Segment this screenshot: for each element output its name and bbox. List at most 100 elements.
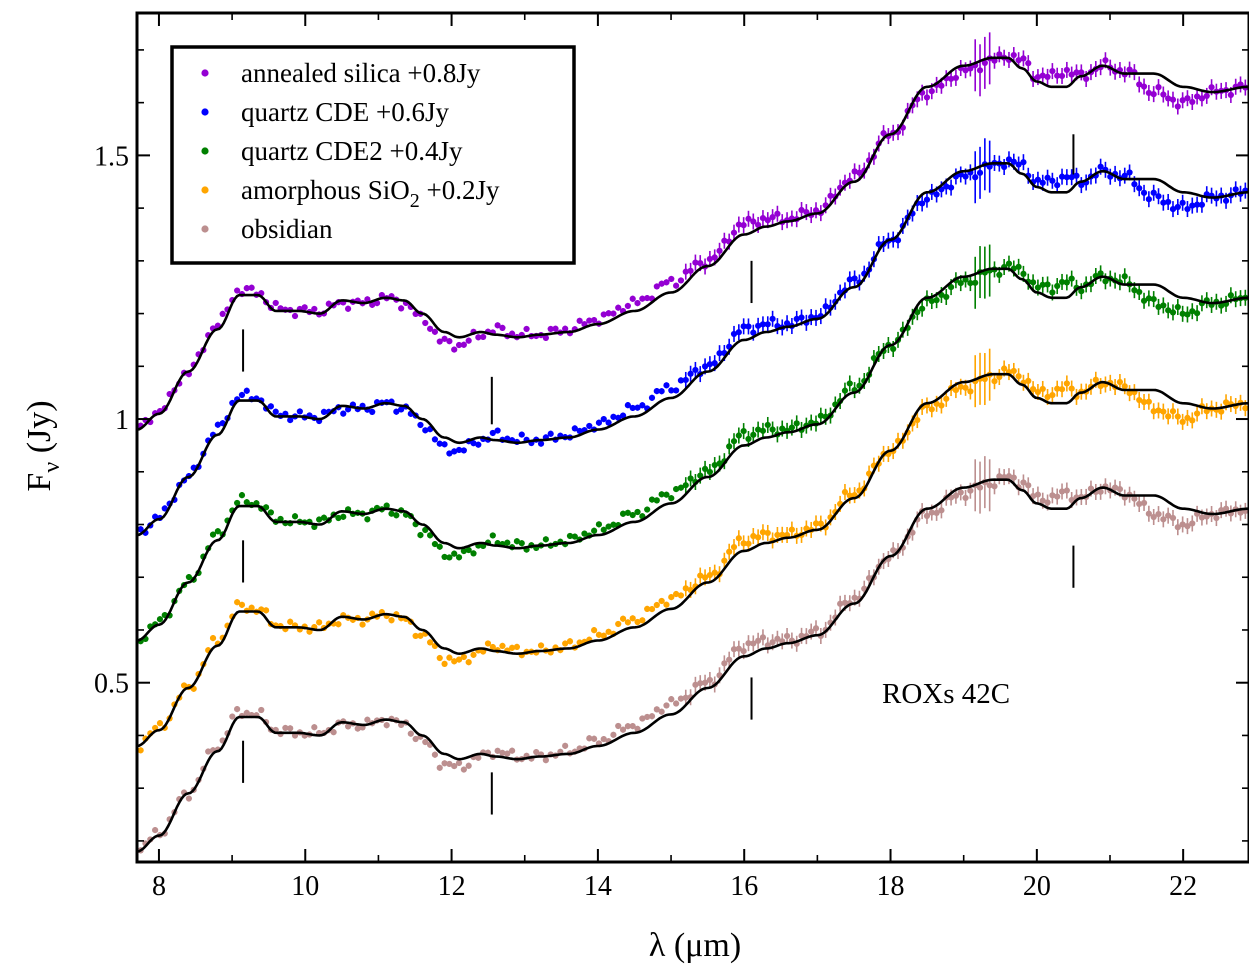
data-point [610, 413, 617, 420]
data-point [962, 384, 969, 391]
data-point [398, 406, 405, 413]
model-fit-curve [137, 267, 1249, 642]
data-point [779, 425, 786, 432]
data-point [571, 425, 578, 432]
data-point [455, 446, 463, 454]
data-point [1044, 281, 1051, 288]
data-point [600, 632, 607, 639]
data-point [156, 720, 164, 727]
data-point [1092, 376, 1099, 383]
data-point [938, 507, 945, 514]
data-point [706, 361, 713, 368]
data-point [209, 531, 217, 538]
data-point [253, 500, 260, 507]
data-point [316, 619, 323, 626]
data-point [952, 386, 960, 394]
data-point [701, 679, 709, 686]
data-point [991, 57, 998, 64]
data-point [735, 329, 742, 336]
data-point [291, 312, 299, 320]
data-point [1111, 484, 1119, 491]
data-point [783, 320, 791, 327]
data-point [928, 88, 935, 95]
data-point [1184, 311, 1191, 318]
data-point [475, 334, 482, 341]
data-point [1020, 159, 1027, 166]
data-point [373, 300, 381, 307]
data-point [1005, 260, 1013, 267]
data-point [793, 420, 800, 427]
data-point [740, 427, 747, 435]
data-point [1116, 486, 1124, 493]
data-point [624, 509, 631, 516]
data-point [837, 600, 844, 607]
data-point [465, 659, 472, 666]
data-point [1068, 385, 1075, 392]
data-point [1160, 516, 1167, 523]
data-point [1136, 81, 1143, 88]
data-point [1097, 382, 1104, 390]
data-point [446, 450, 453, 457]
data-point [967, 388, 974, 395]
data-point [1102, 278, 1109, 285]
data-point [735, 535, 742, 542]
data-point [470, 440, 477, 447]
data-point [431, 540, 439, 548]
data-point [1155, 303, 1162, 311]
data-point [518, 540, 525, 547]
data-point [1049, 289, 1056, 296]
data-point [735, 432, 742, 439]
legend-marker [201, 69, 209, 77]
data-point [933, 400, 940, 407]
data-point [1145, 196, 1152, 203]
data-point [460, 341, 467, 348]
data-point [180, 682, 188, 689]
series-4 [137, 456, 1249, 854]
data-point [605, 310, 612, 317]
data-point [769, 315, 776, 322]
data-point [1136, 500, 1143, 508]
data-point [972, 279, 979, 286]
data-point [248, 604, 255, 611]
data-point [721, 557, 728, 564]
data-point [426, 639, 434, 646]
data-point [668, 593, 675, 601]
data-point [1198, 201, 1206, 208]
data-point [455, 656, 463, 663]
data-point [499, 642, 506, 650]
data-point [1189, 98, 1196, 106]
data-point [750, 640, 757, 647]
data-point [677, 695, 685, 702]
legend-entry-label: amorphous SiO2 +0.2Jy [241, 175, 500, 212]
data-point [431, 328, 439, 335]
data-point [1063, 279, 1070, 286]
data-point [841, 599, 849, 606]
data-point [1025, 377, 1032, 384]
data-point [1078, 181, 1085, 189]
data-point [1049, 492, 1056, 499]
data-point [234, 599, 241, 606]
legend: annealed silica +0.8Jy quartz CDE +0.6Jy q… [170, 45, 576, 265]
data-point [137, 526, 144, 533]
data-point [673, 485, 680, 493]
data-point [677, 277, 685, 284]
data-point [846, 276, 853, 283]
data-point [629, 722, 636, 730]
data-point [605, 419, 612, 426]
data-point [803, 525, 810, 532]
data-point [943, 395, 950, 402]
data-point [489, 429, 496, 437]
data-point [398, 305, 405, 312]
data-point [701, 574, 709, 581]
data-point [562, 640, 569, 647]
data-point [1073, 172, 1080, 179]
data-point [296, 408, 303, 415]
data-point [369, 610, 376, 617]
data-point [422, 738, 429, 746]
data-point [600, 311, 607, 318]
data-point [827, 192, 834, 199]
data-point [1049, 67, 1056, 75]
data-point [1121, 273, 1128, 280]
data-point [509, 330, 516, 337]
data-point [542, 334, 549, 342]
